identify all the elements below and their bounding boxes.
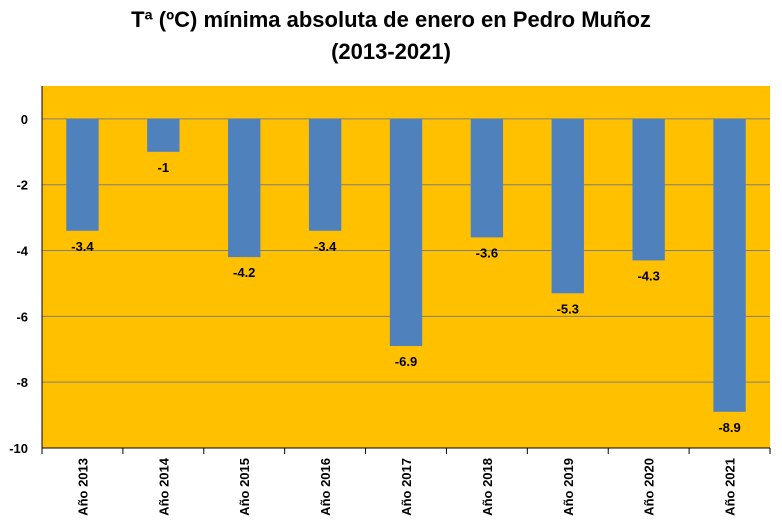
bar [632, 118, 665, 261]
y-tick-label: -6 [16, 309, 28, 324]
bar [551, 118, 584, 294]
bar [308, 118, 342, 231]
x-tick-label: Año 2015 [237, 458, 252, 516]
x-axis: Año 2013 Año 2014 Año 2015 Año 2016 Año 2017… [41, 447, 771, 516]
y-tick-label: -4 [16, 244, 28, 259]
data-labels: -3.4 -1 -4.2 -3.4 -6.9 -3.6 -5.3 -4.3 -8.9 [71, 160, 741, 435]
data-label: -6.9 [395, 354, 417, 369]
chart-title-line-1: Tª (ºC) mínima absoluta de enero en Pedr… [131, 7, 651, 32]
bar [389, 118, 423, 346]
x-tick-label: Año 2016 [318, 458, 333, 516]
y-tick-label: -2 [16, 178, 28, 193]
y-axis: 0 -2 -4 -6 -8 -10 [9, 86, 43, 456]
y-tick-label: 0 [21, 112, 28, 127]
y-tick-label: -10 [9, 441, 28, 456]
bar [713, 118, 746, 412]
data-label: -3.4 [314, 239, 337, 254]
x-tick-label: Año 2021 [723, 458, 738, 516]
data-label: -8.9 [718, 420, 740, 435]
data-label: -3.6 [476, 245, 498, 260]
bar [470, 118, 504, 238]
chart-title-line-2: (2013-2021) [331, 39, 451, 64]
data-label: -4.2 [233, 265, 255, 280]
data-label: -3.4 [71, 239, 94, 254]
bars [66, 118, 746, 412]
data-label: -5.3 [557, 301, 579, 316]
x-tick-label: Año 2017 [399, 458, 414, 516]
x-tick-label: Año 2018 [480, 458, 495, 516]
x-tick-label: Año 2014 [156, 457, 171, 516]
x-tick-label: Año 2013 [75, 458, 90, 516]
x-tick-label: Año 2019 [561, 458, 576, 516]
bar [228, 118, 261, 258]
x-tick-label: Año 2020 [642, 458, 657, 516]
data-label: -4.3 [637, 268, 659, 283]
bar [147, 118, 180, 152]
y-tick-label: -8 [16, 375, 28, 390]
bar [66, 118, 99, 231]
data-label: -1 [158, 160, 170, 175]
